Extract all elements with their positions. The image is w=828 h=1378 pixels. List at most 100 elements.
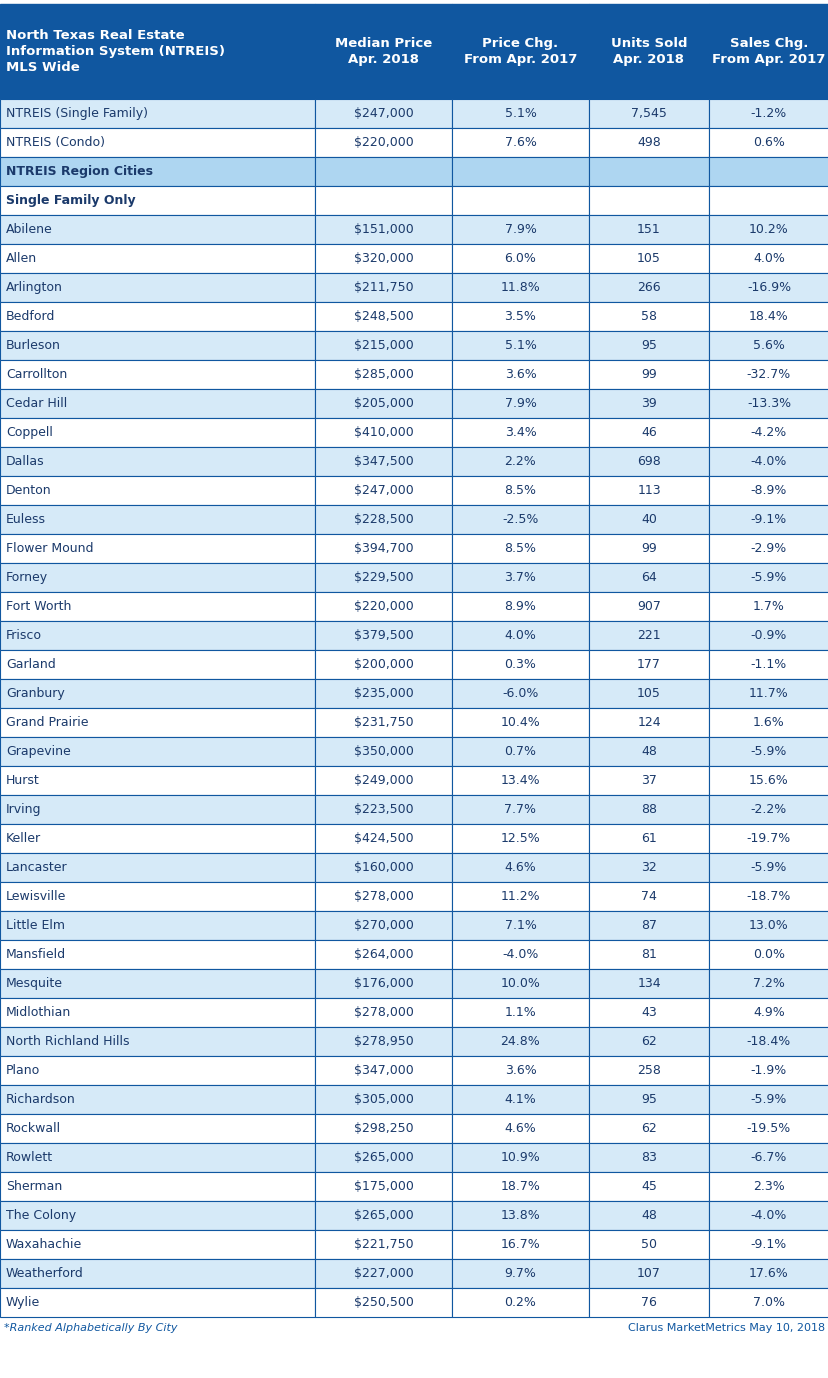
Text: 40: 40 bbox=[640, 513, 656, 526]
Bar bbox=[315, 940, 451, 969]
Text: Garland: Garland bbox=[6, 659, 55, 671]
Bar bbox=[451, 621, 588, 650]
Bar bbox=[315, 882, 451, 911]
Text: 15.6%: 15.6% bbox=[749, 774, 788, 787]
Bar bbox=[315, 679, 451, 708]
Bar bbox=[315, 1027, 451, 1056]
Text: 11.8%: 11.8% bbox=[500, 281, 540, 294]
Text: -5.9%: -5.9% bbox=[750, 1093, 787, 1107]
Text: 95: 95 bbox=[640, 339, 656, 351]
Bar bbox=[315, 1056, 451, 1084]
Text: *Ranked Alphabetically By City: *Ranked Alphabetically By City bbox=[4, 1323, 177, 1333]
Bar bbox=[315, 244, 451, 273]
Bar bbox=[0, 940, 315, 969]
Bar bbox=[451, 128, 588, 157]
Bar bbox=[451, 1231, 588, 1259]
Bar bbox=[451, 650, 588, 679]
Text: 6.0%: 6.0% bbox=[504, 252, 536, 265]
Bar bbox=[708, 969, 828, 998]
Bar bbox=[0, 593, 315, 621]
Text: $278,950: $278,950 bbox=[354, 1035, 413, 1049]
Bar bbox=[315, 824, 451, 853]
Text: 16.7%: 16.7% bbox=[500, 1237, 540, 1251]
Text: $229,500: $229,500 bbox=[354, 570, 413, 584]
Text: 4.0%: 4.0% bbox=[504, 628, 536, 642]
Text: 11.7%: 11.7% bbox=[749, 688, 788, 700]
Bar bbox=[588, 564, 708, 593]
Bar bbox=[0, 679, 315, 708]
Bar bbox=[708, 504, 828, 535]
Bar bbox=[451, 1142, 588, 1173]
Bar bbox=[708, 650, 828, 679]
Text: 10.4%: 10.4% bbox=[500, 717, 540, 729]
Bar bbox=[708, 1288, 828, 1317]
Bar bbox=[708, 940, 828, 969]
Bar bbox=[0, 244, 315, 273]
Text: 48: 48 bbox=[640, 1209, 656, 1222]
Bar bbox=[708, 331, 828, 360]
Text: 43: 43 bbox=[640, 1006, 656, 1018]
Text: Mesquite: Mesquite bbox=[6, 977, 63, 989]
Bar bbox=[708, 1259, 828, 1288]
Text: $247,000: $247,000 bbox=[354, 484, 413, 497]
Bar bbox=[0, 1113, 315, 1142]
Bar bbox=[315, 766, 451, 795]
Bar bbox=[0, 1084, 315, 1113]
Bar bbox=[588, 1288, 708, 1317]
Text: 61: 61 bbox=[640, 832, 656, 845]
Text: North Richland Hills: North Richland Hills bbox=[6, 1035, 129, 1049]
Text: 7.6%: 7.6% bbox=[504, 136, 536, 149]
Bar bbox=[708, 4, 828, 99]
Text: Single Family Only: Single Family Only bbox=[6, 194, 136, 207]
Bar bbox=[588, 504, 708, 535]
Text: The Colony: The Colony bbox=[6, 1209, 76, 1222]
Text: $228,500: $228,500 bbox=[354, 513, 413, 526]
Text: Bedford: Bedford bbox=[6, 310, 55, 322]
Bar bbox=[0, 360, 315, 389]
Text: $264,000: $264,000 bbox=[354, 948, 413, 960]
Bar bbox=[588, 157, 708, 186]
Bar bbox=[451, 737, 588, 766]
Bar bbox=[0, 708, 315, 737]
Bar bbox=[451, 1056, 588, 1084]
Text: 7.9%: 7.9% bbox=[504, 223, 536, 236]
Bar bbox=[451, 273, 588, 302]
Bar bbox=[588, 418, 708, 446]
Text: 46: 46 bbox=[640, 426, 656, 440]
Bar bbox=[0, 766, 315, 795]
Bar bbox=[0, 1288, 315, 1317]
Bar bbox=[451, 593, 588, 621]
Text: 9.7%: 9.7% bbox=[504, 1266, 536, 1280]
Text: 87: 87 bbox=[640, 919, 657, 932]
Text: $250,500: $250,500 bbox=[353, 1295, 413, 1309]
Text: 74: 74 bbox=[640, 890, 656, 903]
Text: Rowlett: Rowlett bbox=[6, 1151, 53, 1164]
Bar bbox=[0, 418, 315, 446]
Bar bbox=[588, 766, 708, 795]
Bar bbox=[451, 1027, 588, 1056]
Text: 13.0%: 13.0% bbox=[749, 919, 788, 932]
Text: 81: 81 bbox=[640, 948, 656, 960]
Text: Arlington: Arlington bbox=[6, 281, 63, 294]
Bar bbox=[708, 128, 828, 157]
Bar bbox=[708, 708, 828, 737]
Text: 698: 698 bbox=[637, 455, 660, 469]
Text: 4.6%: 4.6% bbox=[504, 861, 536, 874]
Bar bbox=[451, 969, 588, 998]
Bar bbox=[708, 535, 828, 564]
Text: 13.4%: 13.4% bbox=[500, 774, 540, 787]
Bar bbox=[588, 1056, 708, 1084]
Bar bbox=[451, 1173, 588, 1202]
Text: -2.2%: -2.2% bbox=[750, 803, 786, 816]
Text: $347,500: $347,500 bbox=[354, 455, 413, 469]
Text: -1.1%: -1.1% bbox=[750, 659, 786, 671]
Text: Mansfield: Mansfield bbox=[6, 948, 66, 960]
Bar bbox=[0, 564, 315, 593]
Bar bbox=[588, 1084, 708, 1113]
Text: 48: 48 bbox=[640, 745, 656, 758]
Text: 5.1%: 5.1% bbox=[504, 339, 536, 351]
Bar bbox=[451, 679, 588, 708]
Bar bbox=[315, 650, 451, 679]
Bar bbox=[315, 1202, 451, 1231]
Text: $151,000: $151,000 bbox=[354, 223, 413, 236]
